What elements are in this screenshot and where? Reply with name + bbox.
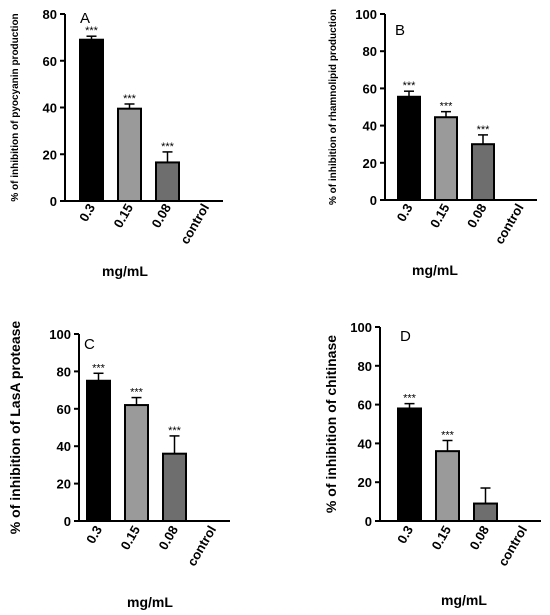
y-axis-title: % of inhibition of rhamnolipid productio…: [328, 9, 339, 205]
y-tick-label: 20: [363, 156, 377, 171]
category-label: 0.08: [155, 523, 181, 552]
bar-0_08: [155, 161, 180, 202]
bar-0_15: [435, 450, 460, 522]
y-tick-label: 60: [363, 81, 377, 96]
category-label: 0.3: [76, 201, 98, 224]
y-tick-label: 80: [363, 44, 377, 59]
category-label: 0.3: [394, 523, 416, 546]
category-label: 0.3: [83, 523, 105, 546]
panel-c: 0 20 40 60 80 100 *** 0.3 *** 0.15 *** 0.08 control m…: [7, 321, 230, 610]
bar-0_08: [162, 452, 187, 522]
significance-label: ***: [403, 393, 417, 405]
panel-label: D: [400, 328, 411, 345]
y-tick-label: 0: [370, 193, 377, 208]
panel-b: 0 20 40 60 80 100 *** 0.3 *** 0.15 *** 0.08 control m…: [328, 7, 537, 278]
category-label: 0.08: [148, 201, 174, 230]
panel-label: C: [84, 336, 95, 353]
category-label: control: [184, 523, 219, 569]
y-axis-title: % of inhibition of chitinase: [323, 335, 339, 513]
y-axis-title: % of inhibition of LasA protease: [7, 321, 23, 535]
significance-label: ***: [85, 25, 99, 37]
y-axis-title: % of inhibition of pyocyanin production: [10, 13, 21, 201]
category-label: 0.15: [117, 523, 143, 552]
significance-label: ***: [403, 80, 417, 92]
bar-0_15: [124, 404, 149, 522]
significance-label: ***: [168, 425, 182, 437]
significance-label: ***: [477, 124, 491, 136]
panel-d: 0 20 40 60 80 100 *** 0.3 *** 0.15 0.08 control mg/m…: [323, 320, 541, 608]
y-tick-label: 20: [43, 147, 57, 162]
panel-a: 0 20 40 60 80 *** 0.3 *** 0.15 *** 0.08 control mg/m…: [10, 7, 223, 279]
y-tick-label: 20: [358, 475, 372, 490]
y-tick-label: 40: [358, 436, 372, 451]
significance-label: ***: [123, 93, 137, 105]
y-tick-label: 80: [43, 7, 57, 22]
x-axis-title: mg/mL: [127, 594, 173, 610]
y-tick-label: 0: [64, 514, 71, 529]
category-label: control: [495, 523, 530, 569]
significance-label: ***: [441, 429, 455, 441]
bar-0_3: [397, 95, 421, 201]
category-label: control: [177, 201, 212, 247]
category-label: 0.15: [427, 201, 453, 230]
x-axis-title: mg/mL: [102, 263, 148, 279]
panel-label: A: [80, 10, 90, 27]
significance-label: ***: [161, 141, 175, 153]
y-tick-label: 0: [50, 194, 57, 209]
category-label: 0.15: [428, 523, 454, 552]
y-tick-label: 80: [57, 364, 71, 379]
x-axis-title: mg/mL: [412, 262, 458, 278]
bar-0_08: [471, 143, 495, 201]
category-label: 0.15: [110, 201, 136, 230]
y-tick-label: 60: [358, 398, 372, 413]
y-tick-label: 40: [363, 119, 377, 134]
bar-0_3: [397, 407, 422, 523]
bar-0_3: [79, 38, 104, 203]
y-tick-label: 40: [57, 439, 71, 454]
panel-label: B: [395, 22, 405, 39]
y-tick-label: 20: [57, 477, 71, 492]
x-axis-title: mg/mL: [441, 592, 487, 608]
significance-label: ***: [130, 387, 144, 399]
significance-label: ***: [440, 101, 454, 113]
category-label: 0.08: [464, 201, 490, 230]
y-tick-label: 60: [57, 402, 71, 417]
y-tick-label: 100: [355, 7, 377, 22]
y-tick-label: 0: [365, 514, 372, 529]
significance-label: ***: [92, 362, 106, 374]
category-label: control: [492, 201, 527, 247]
y-tick-label: 40: [43, 101, 57, 116]
y-tick-label: 100: [350, 320, 372, 335]
category-label: 0.08: [466, 523, 492, 552]
y-tick-label: 100: [49, 327, 71, 342]
bar-0_15: [117, 107, 142, 202]
y-tick-label: 60: [43, 54, 57, 69]
bar-0_3: [86, 379, 111, 522]
bar-0_08: [473, 502, 498, 523]
y-tick-label: 80: [358, 359, 372, 374]
bar-0_15: [434, 116, 458, 201]
category-label: 0.3: [394, 201, 416, 224]
